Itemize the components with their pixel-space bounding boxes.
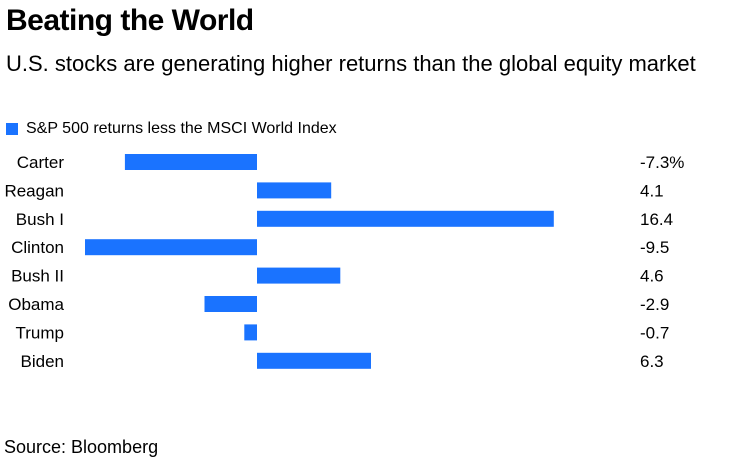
bar-bush-ii [257, 267, 341, 284]
value-label: -7.3% [640, 153, 684, 172]
chart-subtitle: U.S. stocks are generating higher return… [6, 51, 696, 76]
category-label: Bush II [11, 267, 64, 286]
bar-trump [244, 324, 257, 341]
category-label: Reagan [4, 181, 64, 200]
category-label: Carter [17, 153, 65, 172]
value-label: 4.1 [640, 181, 664, 200]
category-label: Biden [21, 352, 64, 371]
value-label: 6.3 [640, 352, 664, 371]
legend-label: S&P 500 returns less the MSCI World Inde… [26, 120, 337, 137]
category-label: Obama [8, 295, 64, 314]
value-label: 16.4 [640, 210, 673, 229]
chart-title: Beating the World [6, 4, 254, 37]
bar-bush-i [257, 210, 554, 227]
value-label: 4.6 [640, 267, 664, 286]
legend: S&P 500 returns less the MSCI World Inde… [6, 120, 337, 138]
bar-reagan [257, 182, 332, 199]
category-label: Bush I [16, 210, 64, 229]
bar-chart: Carter -7.3% Reagan 4.1 Bush I 16.4 Clinton -9.… [4, 153, 684, 371]
legend-swatch [6, 123, 18, 135]
bar-obama [204, 296, 257, 312]
category-label: Clinton [11, 238, 64, 257]
bar-carter [124, 154, 258, 170]
value-label: -2.9 [640, 295, 669, 314]
value-label: -9.5 [640, 238, 669, 257]
value-label: -0.7 [640, 323, 669, 342]
bar-clinton [85, 239, 257, 256]
bar-biden [257, 352, 371, 369]
source-note: Source: Bloomberg [4, 437, 159, 457]
category-label: Trump [16, 323, 65, 342]
